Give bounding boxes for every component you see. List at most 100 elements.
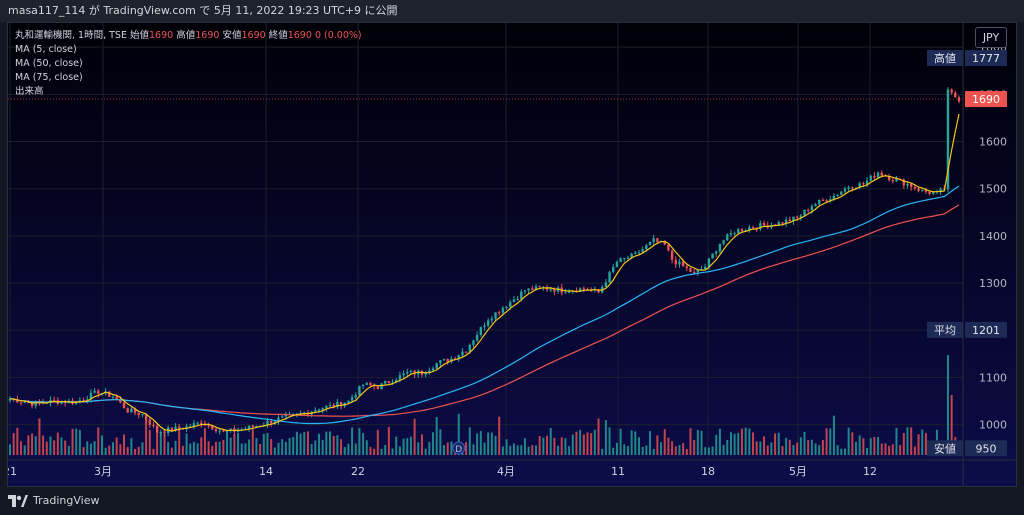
volume-bar — [185, 433, 188, 455]
candle-body — [954, 92, 957, 98]
candle-body — [851, 187, 854, 189]
footer: TradingView — [0, 487, 1024, 515]
candle-body — [553, 289, 556, 292]
candle-body — [534, 286, 538, 291]
candle-body — [277, 417, 280, 422]
volume-bar — [409, 436, 412, 455]
volume-bar — [226, 431, 229, 455]
volume-bar — [494, 435, 497, 455]
volume-bar — [23, 445, 26, 455]
legend-volume[interactable]: 出来高 — [15, 86, 44, 97]
candle-body — [354, 395, 357, 398]
volume-bar — [902, 433, 905, 455]
volume-bar — [483, 442, 486, 455]
candle-body — [461, 351, 464, 356]
candle-body — [86, 399, 89, 401]
tradingview-logo-icon — [8, 494, 28, 507]
volume-bar — [766, 445, 769, 455]
volume-bar — [439, 429, 442, 455]
candle-body — [840, 191, 843, 195]
low-label-bg — [965, 440, 1007, 457]
tradingview-logo[interactable]: TradingView — [8, 494, 99, 507]
volume-bar — [487, 432, 490, 455]
candle-body — [409, 370, 413, 372]
volume-bar — [615, 442, 618, 455]
candle-body — [479, 327, 483, 335]
volume-bar — [343, 447, 346, 455]
candle-body — [740, 229, 744, 232]
volume-bar — [244, 443, 247, 455]
legend-symbol-row[interactable]: 丸和運輸機関, 1時間, TSE 始値1690 高値1690 安値1690 終値… — [15, 29, 362, 43]
legend-ma50[interactable]: MA (50, close) — [15, 58, 83, 69]
y-tick-label: 1600 — [979, 136, 1007, 149]
legend-ma5[interactable]: MA (5, close) — [15, 44, 77, 55]
avg-label-tag: 平均 — [934, 324, 956, 337]
candle-body — [498, 312, 501, 314]
volume-bar — [663, 429, 666, 455]
volume-bar — [16, 427, 19, 455]
volume-bar — [855, 442, 858, 455]
volume-bar — [505, 439, 508, 455]
candle-body — [122, 402, 126, 409]
volume-bar — [479, 431, 482, 455]
candle-body — [269, 420, 273, 424]
candle-body — [843, 188, 847, 192]
candle-body — [321, 408, 324, 410]
chart-area[interactable]: 100011001200130014001500160017001800213月… — [7, 22, 1017, 487]
volume-bar — [538, 436, 541, 455]
volume-bar — [170, 447, 173, 455]
volume-bar — [86, 441, 89, 455]
y-tick-label: 1400 — [979, 230, 1007, 243]
volume-bar — [571, 434, 574, 455]
volume-bar — [575, 431, 578, 455]
candle-body — [751, 227, 755, 229]
volume-bar — [362, 433, 365, 455]
candle-body — [332, 405, 335, 408]
volume-bar — [402, 438, 405, 455]
candle-body — [89, 392, 93, 400]
candle-body — [439, 360, 442, 364]
volume-bar — [435, 417, 438, 455]
volume-bar — [192, 441, 195, 455]
volume-bar — [387, 427, 390, 455]
volume-bar — [656, 435, 659, 455]
legend-ma75[interactable]: MA (75, close) — [15, 72, 83, 83]
volume-bar — [384, 444, 387, 455]
volume-bar — [468, 427, 471, 455]
candle-body — [472, 340, 475, 345]
candle-body — [869, 175, 872, 181]
candle-body — [527, 288, 530, 291]
volume-bar — [740, 428, 743, 455]
volume-bar — [174, 440, 177, 455]
volume-bar — [682, 443, 685, 455]
currency-button[interactable]: JPY — [975, 27, 1007, 48]
x-tick-label: 4月 — [497, 465, 515, 478]
volume-bar — [549, 428, 552, 455]
volume-bar — [108, 445, 111, 455]
volume-bar — [222, 439, 225, 455]
volume-bar — [858, 435, 861, 455]
candle-body — [608, 271, 611, 283]
candle-body — [8, 398, 12, 401]
volume-bar — [880, 443, 883, 455]
candle-body — [376, 386, 380, 390]
candle-body — [475, 334, 479, 341]
candle-body — [531, 288, 534, 291]
volume-bar — [637, 437, 640, 455]
volume-bar — [792, 444, 795, 455]
volume-bar — [696, 429, 699, 455]
candle-body — [192, 423, 196, 427]
candle-body — [946, 89, 950, 190]
candle-body — [810, 206, 814, 211]
volume-bar — [641, 446, 644, 455]
volume-bar — [693, 440, 696, 455]
candle-body — [862, 183, 865, 185]
volume-bar — [365, 440, 368, 455]
candle-body — [27, 402, 30, 404]
price-chart[interactable]: 100011001200130014001500160017001800213月… — [8, 23, 1017, 487]
volume-bar — [913, 446, 916, 455]
volume-bar — [152, 448, 155, 455]
volume-bar — [689, 428, 692, 455]
x-tick-label: 11 — [611, 465, 625, 478]
low-label: 安値 — [222, 30, 242, 41]
